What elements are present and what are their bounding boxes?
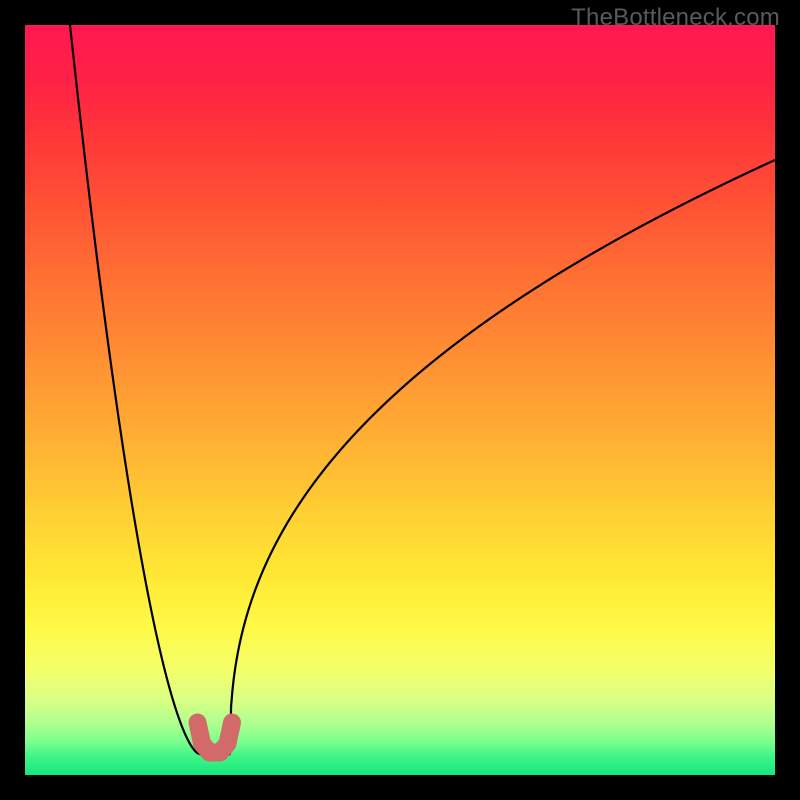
chart-svg bbox=[0, 0, 800, 800]
bottleneck-chart-root: TheBottleneck.com bbox=[0, 0, 800, 800]
watermark-text: TheBottleneck.com bbox=[571, 4, 780, 32]
chart-background bbox=[25, 25, 775, 775]
